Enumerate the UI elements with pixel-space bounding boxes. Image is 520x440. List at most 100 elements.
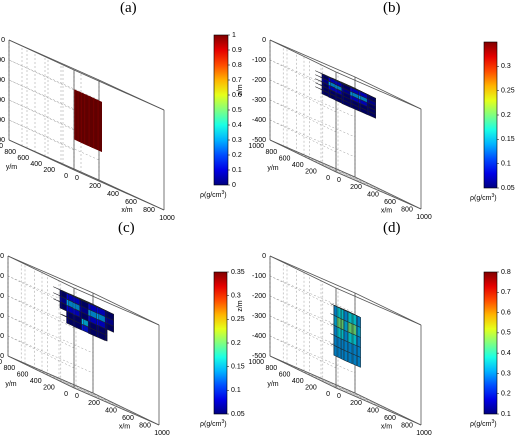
voxel-face	[357, 325, 361, 338]
axis-frame-line	[7, 255, 94, 294]
colorbar-tick-label: 0.2	[501, 391, 511, 398]
colorbar-tick-label: 0.8	[501, 269, 511, 276]
colorbar-tick-label: 0.4	[501, 350, 511, 357]
grid-line	[269, 119, 337, 153]
colorbar-tick-label: 0.7	[501, 289, 511, 296]
y-tick-label: 0	[326, 175, 330, 182]
colorbar-label: ρ(g/cm3)	[200, 190, 227, 199]
voxel-face	[75, 90, 84, 94]
panel-c: (c) 02004006008001000020040060080010000-…	[0, 220, 260, 440]
x-axis-label: x/m	[381, 207, 392, 214]
z-tick-label: -200	[0, 293, 4, 300]
x-tick-label: 600	[122, 415, 134, 422]
z-tick-label: -100	[252, 273, 266, 280]
voxel-face	[89, 96, 98, 100]
colorbar-tick-label: 0.05	[231, 411, 245, 418]
z-tick-label: -100	[0, 57, 5, 64]
z-axis-label: z/m	[237, 84, 244, 95]
colorbar	[213, 271, 228, 415]
voxel-face	[357, 355, 361, 368]
colorbar-tick-label: 0.5	[232, 107, 242, 114]
voxel-face	[352, 313, 357, 326]
y-tick-label: 1000	[248, 143, 264, 150]
colorbar-tick-label: 0.2	[501, 112, 511, 119]
voxel-face	[348, 311, 353, 325]
voxel-face	[80, 92, 89, 96]
voxel-plot-c: 02004006008001000020040060080010000-100-…	[0, 253, 245, 437]
axis-frame-line	[98, 179, 165, 211]
voxel-face	[348, 331, 353, 345]
colorbar-tick-label: 0.3	[501, 370, 511, 377]
panel-label: (d)	[383, 220, 401, 236]
colorbar-tick-label: 0.9	[232, 47, 242, 54]
y-axis-label: y/m	[267, 165, 278, 172]
colorbar-tick-label: 0	[232, 182, 236, 189]
y-tick-label: 800	[4, 365, 16, 372]
voxel-face	[348, 341, 353, 355]
voxel-face	[348, 321, 353, 335]
grid-line	[296, 368, 382, 407]
voxel-face	[78, 91, 87, 95]
voxel-face	[344, 309, 349, 323]
y-tick-label: 0	[64, 173, 68, 180]
x-tick-label: 400	[105, 408, 117, 415]
x-tick-label: 200	[88, 400, 100, 407]
z-tick-label: -100	[0, 273, 4, 280]
colorbar-tick-label: 0.8	[232, 62, 242, 69]
x-tick-label: 400	[367, 192, 379, 199]
voxel-face	[344, 329, 349, 343]
x-tick-label: 200	[350, 184, 362, 191]
grid-line	[269, 275, 337, 309]
grid-line	[269, 79, 337, 113]
grid-line	[296, 152, 382, 191]
x-axis-label: x/m	[119, 423, 130, 430]
x-axis-label: x/m	[381, 423, 392, 430]
grid-line	[8, 99, 100, 141]
z-tick-label: -400	[252, 333, 266, 340]
grid-line	[309, 374, 395, 413]
axis-frame-line	[92, 392, 160, 426]
colorbar-tick-label: 0.25	[231, 316, 245, 323]
y-tick-label: 1000	[0, 143, 3, 150]
colorbar	[483, 271, 498, 415]
voxel-face	[87, 95, 96, 99]
z-tick-label: -500	[0, 137, 5, 144]
axis-frame-line	[73, 287, 160, 326]
y-tick-label: 600	[279, 372, 291, 379]
panel-d: (d) 0 200 400 600 800 1000 0 200 400 600 800 1000 0-…	[237, 220, 520, 440]
voxel-face	[344, 319, 349, 333]
voxel-face	[82, 93, 90, 97]
y-tick-label: 0	[64, 391, 68, 398]
z-tick-label: -500	[252, 137, 266, 144]
colorbar-tick-label: 0.5	[501, 330, 511, 337]
voxel-face	[344, 349, 349, 363]
x-tick-label: 600	[384, 199, 396, 206]
voxel-face	[83, 93, 91, 97]
colorbar-tick-label: 0.7	[232, 77, 242, 84]
z-tick-label: -400	[0, 117, 5, 124]
x-tick-label: 1000	[159, 215, 175, 222]
voxel-face	[357, 315, 361, 328]
voxel-face	[74, 89, 82, 93]
grid-line	[8, 59, 100, 101]
x-tick-label: 0	[75, 175, 79, 182]
voxel-face	[85, 94, 93, 98]
panel-b: (b) 0 200 400 600 800 1000 0 200 400 600 800 1000 0-…	[237, 0, 520, 221]
y-tick-label: 1000	[248, 359, 264, 366]
y-tick-label: 200	[43, 384, 55, 391]
y-tick-label: 400	[292, 162, 304, 169]
voxel-face	[91, 97, 99, 101]
x-tick-label: 0	[75, 393, 79, 400]
z-axis-label: z/m	[237, 300, 244, 311]
x-tick-label: 800	[401, 422, 413, 429]
grid-line	[7, 335, 94, 374]
voxel-plot-d: 02004006008001000020040060080010000-100-…	[237, 253, 511, 437]
y-tick-label: 800	[4, 149, 16, 156]
colorbar-tick-label: 1	[232, 32, 236, 39]
axis-frame-line	[8, 139, 75, 171]
x-tick-label: 800	[401, 206, 413, 213]
grid-line	[269, 315, 337, 349]
grid-line	[8, 119, 100, 161]
x-tick-label: 400	[107, 191, 119, 198]
voxel-face	[86, 95, 95, 99]
